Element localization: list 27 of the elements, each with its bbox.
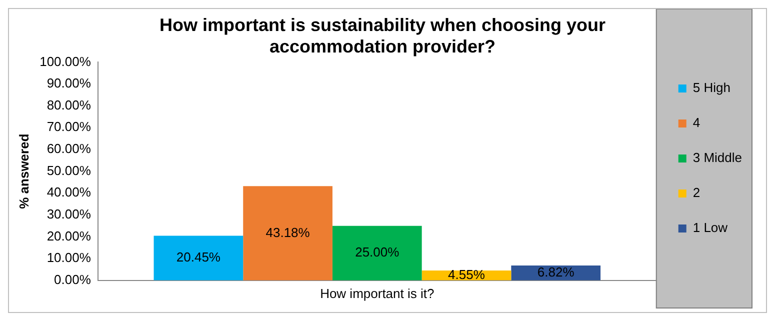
chart-title: How important is sustainability when choosing your accommodation provider?: [159, 14, 606, 56]
legend-label: 2: [692, 185, 700, 200]
bar: [154, 236, 244, 280]
y-tick-label: 60.00%: [46, 141, 92, 156]
y-tick-label: 90.00%: [46, 76, 92, 91]
legend-label: 4: [692, 115, 700, 130]
x-tick-label: How important is it?: [320, 286, 434, 301]
legend-label: 5 High: [692, 80, 730, 96]
data-label: 20.45%: [176, 250, 221, 265]
y-tick-label: 40.00%: [46, 184, 92, 200]
legend-label: 1 Low: [692, 220, 728, 236]
y-axis-title: % answered: [16, 134, 32, 209]
bar: [332, 226, 422, 280]
data-label: 43.18%: [266, 224, 310, 240]
y-tick-label: 10.00%: [46, 250, 92, 266]
data-label: 4.55%: [448, 267, 486, 282]
y-tick-label: 30.00%: [46, 206, 92, 222]
y-tick-label: 0.00%: [54, 272, 92, 287]
y-tick-label: 50.00%: [46, 162, 92, 178]
y-tick-label: 20.00%: [46, 228, 92, 244]
legend-label: 3 Middle: [692, 150, 742, 166]
bar: [243, 186, 332, 280]
y-tick-label: 80.00%: [46, 97, 92, 112]
y-tick-label: 70.00%: [46, 119, 92, 134]
data-label: 25.00%: [355, 244, 400, 260]
data-label: 6.82%: [537, 264, 575, 280]
y-tick-label: 100.00%: [40, 54, 92, 69]
